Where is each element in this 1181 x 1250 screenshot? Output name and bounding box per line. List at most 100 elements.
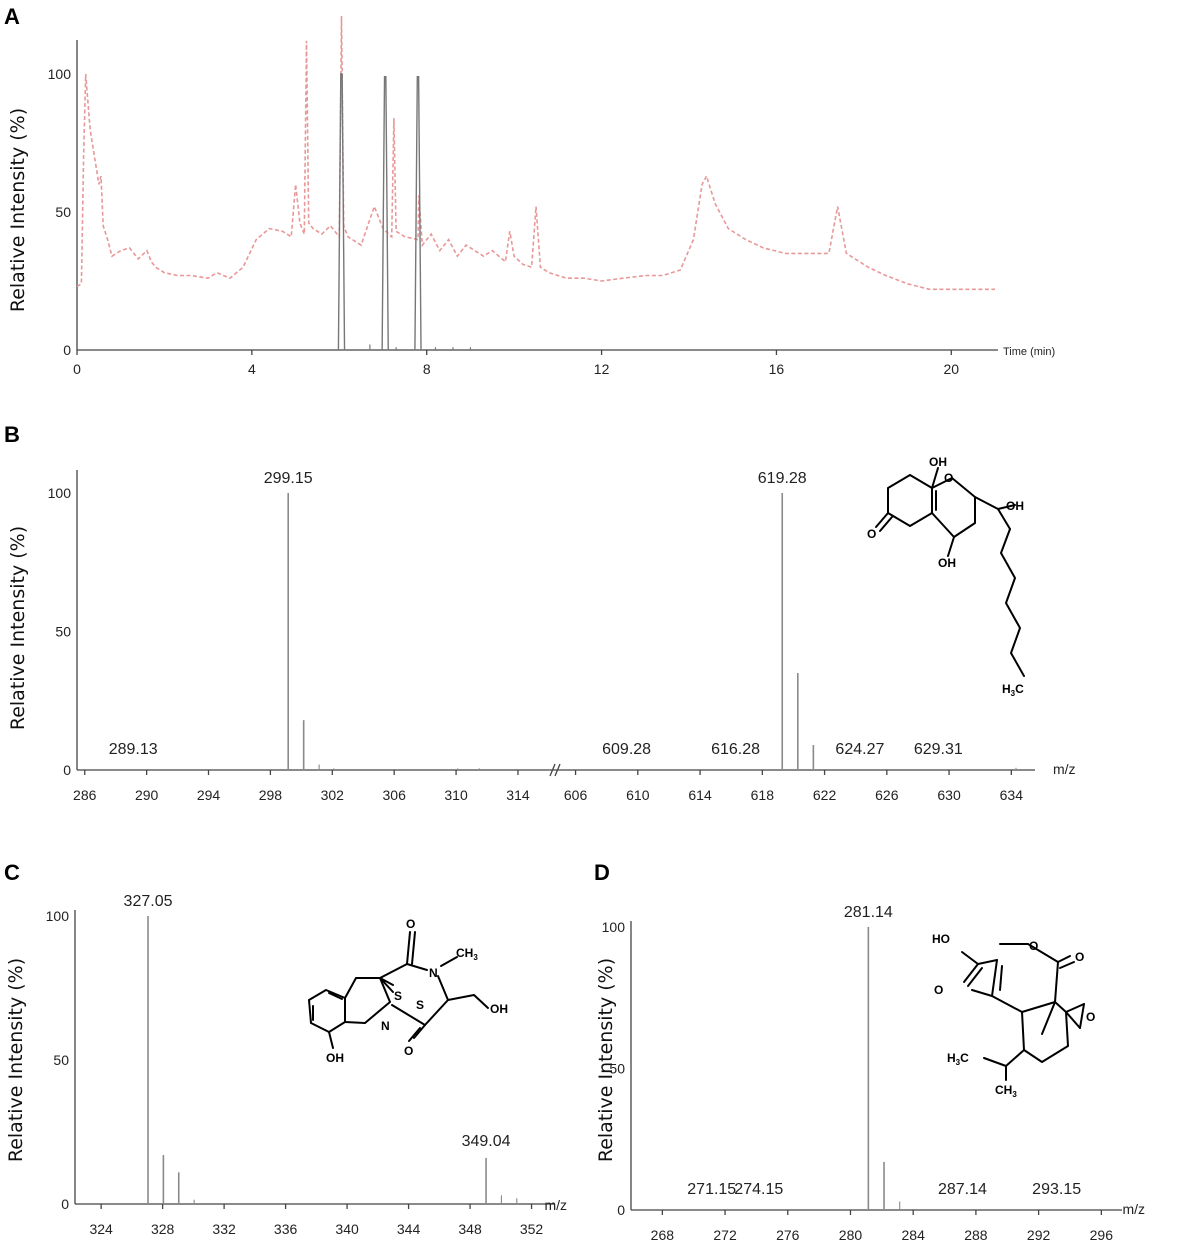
panel-label-a: A bbox=[4, 4, 20, 29]
x-tick-label: 286 bbox=[73, 787, 97, 803]
y-tick-label: 0 bbox=[617, 1202, 625, 1218]
y-tick-label: 0 bbox=[63, 762, 71, 778]
x-tick-label: 276 bbox=[776, 1227, 800, 1243]
structure-b-oh-bottom: OH bbox=[938, 556, 956, 570]
x-tick-label: 288 bbox=[964, 1227, 988, 1243]
x-tick-label: 0 bbox=[73, 361, 81, 377]
x-tick-label: 4 bbox=[248, 361, 256, 377]
y-axis-label: Relative Intensity (%) bbox=[5, 958, 27, 1162]
chart-panel-b: 0 50 100 Relative Intensity (%) 286 290 294 298… bbox=[7, 470, 1076, 803]
y-tick-label: 0 bbox=[63, 342, 71, 358]
y-tick-label: 0 bbox=[61, 1196, 69, 1212]
structure-b-oh-chain: OH bbox=[1006, 499, 1024, 513]
structure-d-hydroxyl: HO bbox=[932, 932, 950, 946]
structure-c-o-bottom: O bbox=[404, 1044, 413, 1058]
x-tick-label: 268 bbox=[651, 1227, 675, 1243]
x-axis-unit-label: m/z bbox=[1053, 761, 1076, 777]
x-tick-label: 336 bbox=[274, 1221, 298, 1237]
x-tick-label: 614 bbox=[688, 787, 712, 803]
structure-c-n-right: N bbox=[429, 966, 438, 980]
chemical-structure-c: O N CH3 S S N OH O OH bbox=[308, 917, 508, 1065]
x-tick-label: 606 bbox=[564, 787, 588, 803]
y-tick-label: 50 bbox=[53, 1052, 69, 1068]
x-tick-label: 328 bbox=[151, 1221, 175, 1237]
x-tick-label: 630 bbox=[937, 787, 961, 803]
x-tick-label: 626 bbox=[875, 787, 899, 803]
y-tick-label: 100 bbox=[602, 919, 626, 935]
series-line-dashed bbox=[76, 15, 995, 291]
y-tick-label: 50 bbox=[55, 624, 71, 640]
peak-label: 287.14 bbox=[938, 1181, 987, 1198]
panel-label-b: B bbox=[4, 422, 20, 447]
x-tick-label: 622 bbox=[813, 787, 837, 803]
peak-label: 629.31 bbox=[914, 741, 963, 758]
structure-d-lactone-o: O bbox=[1075, 950, 1084, 964]
chemical-structure-b: OH O OH O OH H3C bbox=[867, 455, 1025, 698]
x-tick-label: 340 bbox=[335, 1221, 359, 1237]
x-tick-label: 302 bbox=[321, 787, 345, 803]
y-tick-label: 50 bbox=[55, 204, 71, 220]
x-axis-unit-label: m/z bbox=[1122, 1201, 1145, 1217]
peak-label: 619.28 bbox=[758, 470, 807, 487]
axis-break-mark bbox=[554, 763, 561, 777]
x-tick-label: 280 bbox=[839, 1227, 863, 1243]
structure-c-s2: S bbox=[416, 998, 424, 1012]
structure-c-s1: S bbox=[394, 989, 402, 1003]
x-tick-label: 296 bbox=[1090, 1227, 1114, 1243]
series-peak bbox=[381, 76, 389, 351]
chart-panel-a: 0 50 100 Relative Intensity (%) 0 4 8 12 16 20 Tim… bbox=[7, 15, 1055, 377]
peak-label: 609.28 bbox=[602, 741, 651, 758]
x-axis-unit-label: Time (min) bbox=[1003, 346, 1055, 358]
structure-c-o-top: O bbox=[406, 917, 415, 931]
peak-label: 616.28 bbox=[711, 741, 760, 758]
peak-label: 274.15 bbox=[734, 1181, 783, 1198]
peak-label: 299.15 bbox=[264, 470, 313, 487]
series-peak bbox=[337, 73, 346, 351]
x-tick-label: 294 bbox=[197, 787, 221, 803]
x-tick-label: 310 bbox=[444, 787, 468, 803]
structure-c-oh-side: OH bbox=[490, 1002, 508, 1016]
structure-c-n-left: N bbox=[381, 1019, 390, 1033]
x-tick-label: 20 bbox=[943, 361, 959, 377]
peak-label: 289.13 bbox=[109, 741, 158, 758]
structure-c-methyl: CH3 bbox=[456, 946, 478, 962]
x-tick-label: 272 bbox=[713, 1227, 737, 1243]
x-tick-label: 8 bbox=[423, 361, 431, 377]
structure-b-o-ring: O bbox=[944, 471, 953, 485]
x-tick-label: 324 bbox=[89, 1221, 113, 1237]
structure-d-methyl-left: H3C bbox=[947, 1051, 969, 1067]
chemical-structure-d: HO O O O O H3C CH3 bbox=[932, 932, 1095, 1099]
y-axis-label: Relative Intensity (%) bbox=[595, 958, 617, 1162]
axis-break-mark bbox=[549, 763, 556, 777]
x-tick-label: 16 bbox=[769, 361, 785, 377]
peak-label: 281.14 bbox=[844, 904, 893, 921]
structure-d-methyl-bottom: CH3 bbox=[995, 1083, 1017, 1099]
structure-d-ring-o: O bbox=[1029, 939, 1038, 953]
x-tick-label: 284 bbox=[902, 1227, 926, 1243]
chart-panel-c: 0 50 100 Relative Intensity (%) 324 328 332 336… bbox=[5, 893, 567, 1237]
x-tick-label: 314 bbox=[506, 787, 530, 803]
x-tick-label: 290 bbox=[135, 787, 159, 803]
chart-panel-d: 0 50 100 Relative Intensity (%) 268 272 276 280… bbox=[595, 904, 1145, 1243]
x-tick-label: 332 bbox=[212, 1221, 236, 1237]
structure-b-oh-top: OH bbox=[929, 455, 947, 469]
peak-label: 271.15 bbox=[687, 1181, 736, 1198]
y-tick-label: 100 bbox=[46, 908, 70, 924]
panel-label-c: C bbox=[4, 860, 20, 885]
structure-b-methyl: H3C bbox=[1002, 682, 1024, 698]
x-tick-label: 348 bbox=[458, 1221, 482, 1237]
y-axis-label: Relative Intensity (%) bbox=[7, 526, 29, 730]
panel-label-d: D bbox=[594, 860, 610, 885]
y-tick-label: 50 bbox=[609, 1061, 625, 1077]
peak-label: 293.15 bbox=[1032, 1181, 1081, 1198]
structure-d-acid-o: O bbox=[934, 983, 943, 997]
x-tick-label: 344 bbox=[397, 1221, 421, 1237]
peak-label: 624.27 bbox=[835, 741, 884, 758]
x-axis-unit-label: m/z bbox=[544, 1197, 567, 1213]
x-tick-label: 610 bbox=[626, 787, 650, 803]
y-tick-label: 100 bbox=[48, 485, 72, 501]
y-axis-label: Relative Intensity (%) bbox=[7, 108, 29, 312]
peak-label: 327.05 bbox=[124, 893, 173, 910]
structure-d-epoxide-o: O bbox=[1086, 1010, 1095, 1024]
